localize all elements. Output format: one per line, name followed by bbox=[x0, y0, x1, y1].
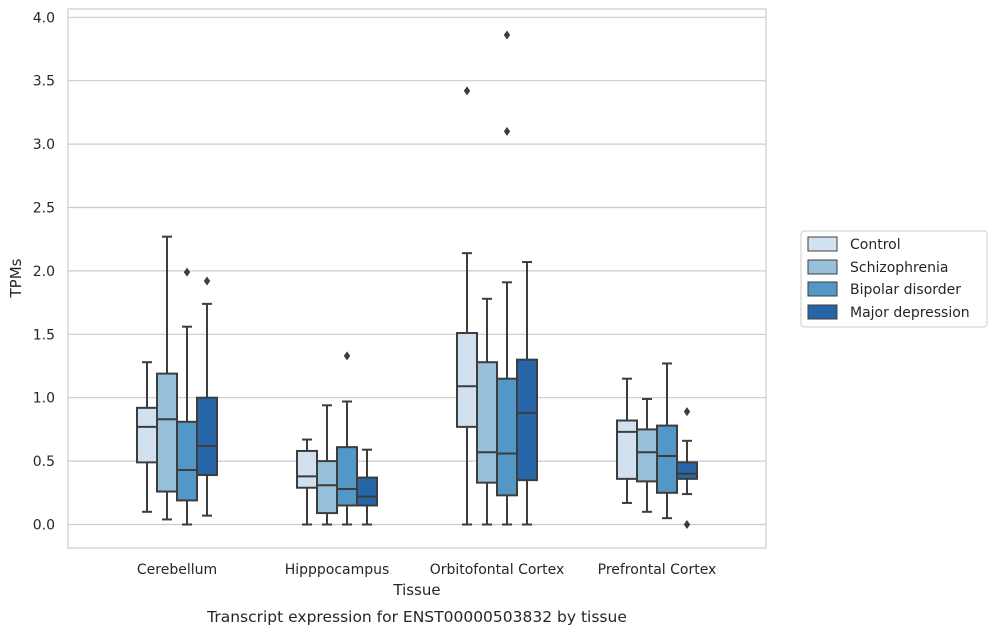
outlier-point bbox=[183, 267, 191, 277]
box bbox=[496, 377, 518, 497]
box bbox=[636, 428, 658, 483]
x-tick-label: Cerebellum bbox=[137, 562, 217, 578]
legend-swatch-major-depression bbox=[807, 304, 838, 320]
outlier-point bbox=[343, 351, 351, 361]
box bbox=[676, 461, 698, 480]
box bbox=[516, 358, 538, 482]
legend: Control Schizophrenia Bipolar disorder M… bbox=[800, 230, 988, 328]
y-tick-label: 3.5 bbox=[33, 74, 55, 90]
y-tick-label: 1.0 bbox=[33, 391, 55, 407]
box bbox=[656, 424, 678, 494]
box bbox=[336, 446, 358, 507]
box bbox=[136, 406, 158, 464]
outlier-point bbox=[203, 276, 211, 286]
x-axis-ticks: Cerebellum Hipppocampus Orbitofontal Corte… bbox=[137, 562, 716, 578]
legend-swatch-control bbox=[807, 236, 838, 252]
x-tick-label: Hipppocampus bbox=[285, 562, 390, 578]
box bbox=[356, 476, 378, 507]
y-tick-label: 2.0 bbox=[33, 264, 55, 280]
box bbox=[156, 372, 178, 493]
y-tick-label: 1.5 bbox=[33, 327, 55, 343]
box-groups bbox=[136, 30, 698, 529]
x-tick-label: Orbitofontal Cortex bbox=[430, 562, 565, 578]
legend-label-major-depression: Major depression bbox=[850, 305, 970, 321]
y-tick-label: 0.0 bbox=[33, 518, 55, 534]
box bbox=[476, 361, 498, 484]
x-axis-label: Tissue bbox=[392, 581, 440, 599]
box bbox=[456, 332, 478, 428]
legend-label-bipolar: Bipolar disorder bbox=[850, 282, 961, 298]
outlier-point bbox=[683, 520, 691, 529]
legend-frame bbox=[800, 230, 988, 328]
y-axis-ticks: 0.0 0.5 1.0 1.5 2.0 2.5 3.0 3.5 4.0 bbox=[33, 10, 55, 533]
y-tick-label: 4.0 bbox=[33, 10, 55, 26]
box bbox=[616, 419, 638, 480]
box bbox=[316, 460, 338, 515]
legend-swatch-bipolar bbox=[807, 281, 838, 297]
y-axis-label: TPMs bbox=[7, 258, 25, 298]
y-tick-label: 2.5 bbox=[33, 201, 55, 217]
outlier-point bbox=[683, 407, 691, 417]
legend-label-control: Control bbox=[850, 237, 901, 253]
legend-label-schizophrenia: Schizophrenia bbox=[850, 260, 948, 276]
box bbox=[196, 396, 218, 477]
box bbox=[176, 420, 198, 502]
x-tick-label: Prefrontal Cortex bbox=[598, 562, 717, 578]
outlier-point bbox=[503, 30, 511, 40]
outlier-point bbox=[463, 86, 471, 96]
outlier-point bbox=[503, 126, 511, 136]
chart-caption: Transcript expression for ENST0000050383… bbox=[206, 608, 627, 626]
y-tick-label: 0.5 bbox=[33, 454, 55, 470]
legend-swatch-schizophrenia bbox=[807, 259, 838, 275]
y-tick-label: 3.0 bbox=[33, 137, 55, 153]
box bbox=[296, 449, 318, 489]
